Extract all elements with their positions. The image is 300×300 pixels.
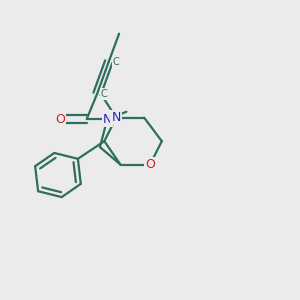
Text: O: O xyxy=(55,112,65,126)
Text: C: C xyxy=(100,89,107,99)
Text: C: C xyxy=(112,57,119,67)
Text: N: N xyxy=(112,111,121,124)
Text: N: N xyxy=(103,112,112,126)
Text: O: O xyxy=(145,158,155,171)
